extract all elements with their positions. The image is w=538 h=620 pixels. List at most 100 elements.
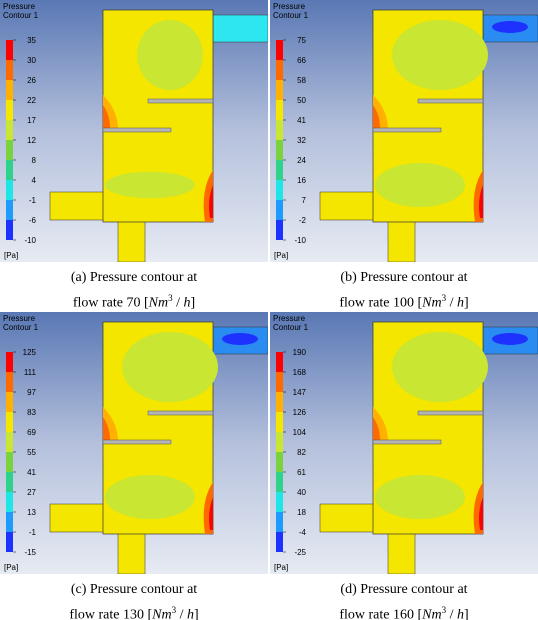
legend-unit: [Pa] <box>274 563 288 572</box>
low-pressure-zone <box>392 332 488 402</box>
legend-color <box>276 60 283 80</box>
legend-tick-label: -10 <box>294 236 306 245</box>
legend-tick-label: 41 <box>297 116 306 125</box>
legend-tick-label: 61 <box>297 468 306 477</box>
legend-tick-label: 22 <box>27 96 36 105</box>
caption: (a) Pressure contour at flow rate 70 [Nm3… <box>0 268 268 314</box>
high-pressure-zone <box>479 185 483 218</box>
legend-color <box>276 160 283 180</box>
legend-tick-label: 97 <box>27 388 36 397</box>
unit-base: Nm <box>422 607 442 620</box>
caption-line: (d) Pressure contour at <box>340 582 468 597</box>
unit-var: h <box>457 607 464 620</box>
unit-exponent: 3 <box>171 605 177 615</box>
baffle <box>417 98 484 104</box>
legend-color <box>276 412 283 432</box>
caption-text: flow rate 100 <box>339 295 414 311</box>
outlet-core <box>492 333 528 345</box>
legend-tick-label: 24 <box>297 156 306 165</box>
legend-tick-label: 7 <box>302 196 307 205</box>
legend-tick-label: 75 <box>297 36 306 45</box>
legend-color <box>276 40 283 60</box>
legend-color <box>276 452 283 472</box>
legend-color <box>6 60 13 80</box>
unit-bracket: ] <box>194 607 199 620</box>
legend-tick-label: -1 <box>29 196 37 205</box>
high-pressure-zone <box>479 497 483 530</box>
legend-color <box>6 200 13 220</box>
outlet-top <box>212 14 268 43</box>
legend-unit: [Pa] <box>274 251 288 260</box>
legend-color <box>6 492 13 512</box>
legend-tick-label: 168 <box>293 368 307 377</box>
legend-tick-label: -10 <box>24 236 36 245</box>
legend-title: Pressure <box>273 314 306 323</box>
legend-color <box>276 120 283 140</box>
legend-color <box>6 392 13 412</box>
legend-tick-label: 4 <box>32 176 37 185</box>
figure-panel: Pressure Contour 1 75 66 58 50 41 32 24 16 7 -2 -10 [… <box>270 0 538 314</box>
legend-tick-label: 104 <box>293 428 307 437</box>
inlet-left <box>319 503 375 533</box>
caption-line: flow rate 100 [Nm3 / h] <box>270 288 538 314</box>
outlet-top <box>482 326 538 355</box>
legend-color <box>6 220 13 240</box>
unit-exponent: 3 <box>441 293 447 303</box>
caption-text: flow rate 160 <box>339 607 414 620</box>
legend-tick-label: -6 <box>29 216 37 225</box>
legend-tick-label: -1 <box>29 528 37 537</box>
caption-text: flow rate 70 <box>72 295 141 311</box>
outlet-bottom <box>117 220 146 262</box>
high-pressure-zone <box>209 185 213 218</box>
legend-tick-label: 35 <box>27 36 36 45</box>
legend-tick-label: 18 <box>297 508 306 517</box>
caption-text: flow rate 130 <box>69 607 144 620</box>
legend-tick-label: -25 <box>294 548 306 557</box>
baffle <box>147 410 214 416</box>
unit-var: h <box>457 295 464 311</box>
caption-line: flow rate 130 [Nm3 / h] <box>0 600 268 620</box>
caption-line: flow rate 160 [Nm3 / h] <box>270 600 538 620</box>
baffle <box>102 439 172 445</box>
baffle <box>372 439 442 445</box>
legend-color <box>6 40 13 60</box>
legend-tick-label: 27 <box>27 488 36 497</box>
legend-tick-label: 32 <box>297 136 306 145</box>
legend-title: Pressure <box>3 2 36 11</box>
legend-color <box>6 532 13 552</box>
legend-color <box>276 492 283 512</box>
unit-var: h <box>183 295 191 311</box>
caption-line: (a) Pressure contour at <box>70 270 198 285</box>
legend-unit: [Pa] <box>4 563 18 572</box>
outlet-core <box>492 21 528 33</box>
legend-tick-label: 17 <box>27 116 36 125</box>
low-pressure-zone <box>392 20 488 90</box>
legend-tick-label: 30 <box>27 56 36 65</box>
unit-bracket: ] <box>190 295 196 311</box>
legend-title: Contour 1 <box>273 11 309 20</box>
legend-color <box>6 432 13 452</box>
legend-color <box>276 180 283 200</box>
legend-color <box>6 452 13 472</box>
inlet-left <box>49 503 105 533</box>
baffle <box>372 127 442 133</box>
legend-color <box>6 372 13 392</box>
unit-slash: / <box>172 295 184 311</box>
baffle <box>102 127 172 133</box>
legend-color <box>276 220 283 240</box>
low-pressure-zone <box>137 20 203 90</box>
legend-color <box>6 180 13 200</box>
legend-tick-label: 26 <box>27 76 36 85</box>
low-pressure-zone <box>105 171 195 199</box>
legend-tick-label: 126 <box>293 408 307 417</box>
unit-exponent: 3 <box>168 293 173 303</box>
unit-slash: / <box>446 295 457 311</box>
caption-line: (b) Pressure contour at <box>340 270 468 285</box>
legend-color <box>276 80 283 100</box>
legend-color <box>6 412 13 432</box>
unit-bracket: [ <box>417 295 423 311</box>
unit-bracket: ] <box>464 607 469 620</box>
legend-title: Contour 1 <box>273 323 309 332</box>
legend-color <box>6 80 13 100</box>
